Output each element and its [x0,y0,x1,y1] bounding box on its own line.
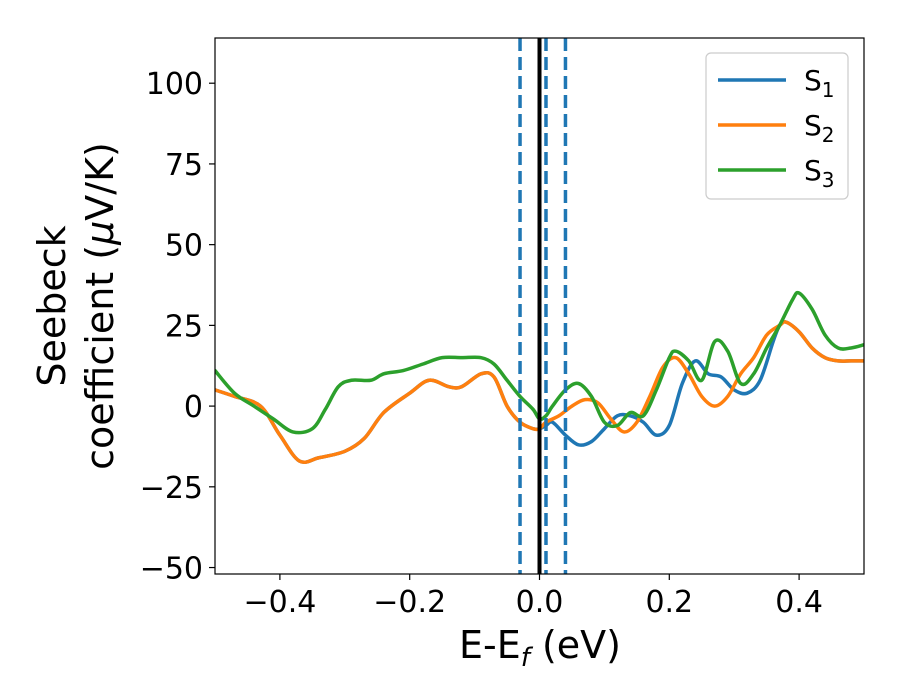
y-tick-label: 0 [184,390,203,425]
y-tick-label: 100 [146,67,203,102]
plot-lines [215,290,864,465]
series-3-line [215,290,864,435]
y-tick-label: −25 [140,471,203,506]
y-axis: −50 −25 0 25 50 75 100 [140,67,215,587]
legend-label-1: S1 [804,64,835,102]
x-axis-label: E-Ef (eV) [459,623,621,673]
y-axis-label-line2-suffix: V/K) [78,142,122,221]
y-tick-label: 50 [165,229,203,264]
y-axis-label-mu: μ [78,221,122,246]
x-tick-label: 0.2 [645,585,693,620]
y-axis-label-line2: coefficient (μV/K) [78,142,122,470]
x-axis: −0.4 −0.2 0.0 0.2 0.4 [243,574,823,620]
x-tick-label: 0.4 [775,585,823,620]
y-axis-label-line2-prefix: coefficient ( [78,245,122,470]
y-axis-label-line1: Seebeck [30,225,74,386]
x-axis-label-main: E-E [459,623,521,667]
reference-lines [518,38,568,574]
legend-label-2: S2 [804,109,835,147]
legend: S1 S2 S3 [705,52,849,200]
series-2-line [215,320,864,465]
y-tick-label: 25 [165,309,203,344]
x-tick-label: 0.0 [516,585,564,620]
y-tick-label: 75 [165,148,203,183]
y-axis-label: Seebeck coefficient (μV/K) [30,142,122,470]
x-tick-label: −0.4 [243,585,316,620]
y-tick-label: −50 [140,552,203,587]
legend-label-3: S3 [804,154,835,192]
x-axis-label-unit: (eV) [530,623,621,667]
x-tick-label: −0.2 [373,585,446,620]
